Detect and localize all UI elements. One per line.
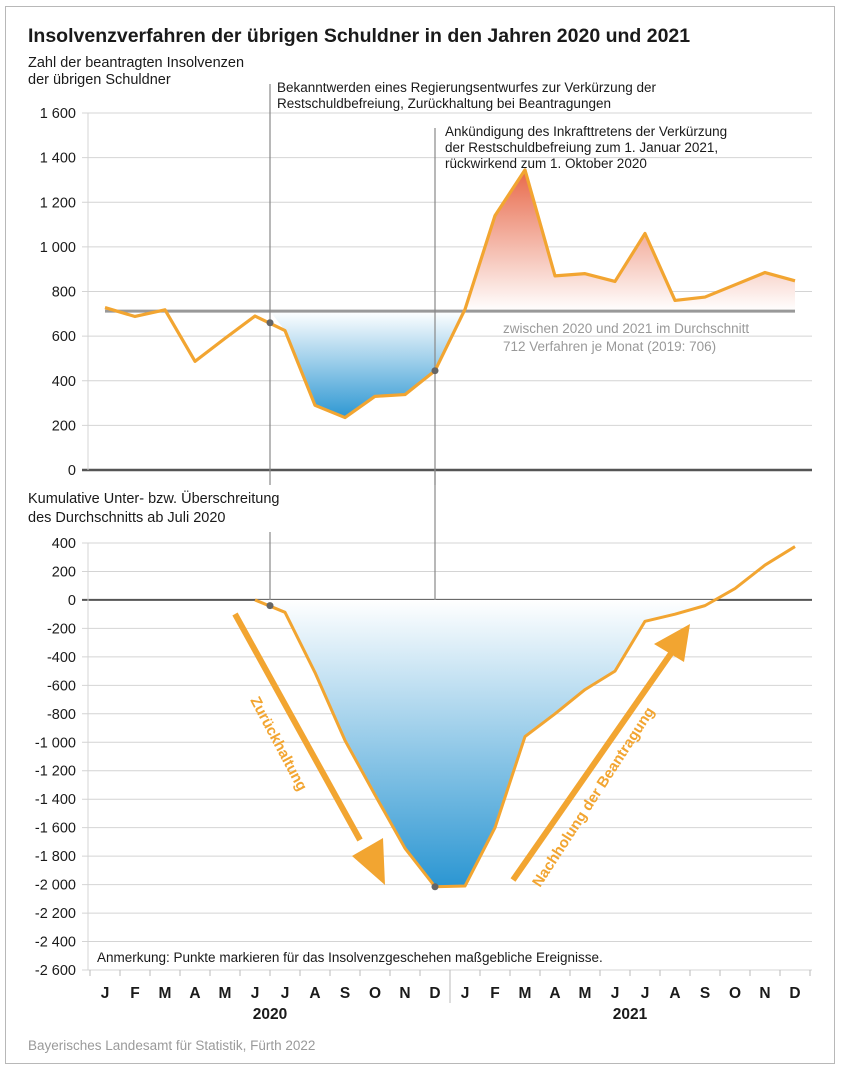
source: Bayerisches Landesamt für Statistik, Für… [28, 1038, 315, 1053]
event-marker [266, 319, 274, 327]
top-grid [82, 112, 812, 472]
month-label: M [159, 985, 172, 1002]
bottom-y-tick-label: -200 [47, 621, 76, 637]
bottom-y-tick-label: -400 [47, 650, 76, 666]
bottom-ylabel-line-1: Kumulative Unter- bzw. Überschreitung [28, 489, 279, 507]
month-label: N [759, 985, 770, 1002]
event-2-label-line-1: Ankündigung des Inkrafttretens der Verkü… [445, 124, 727, 139]
arrow-down-label: Zurückhaltung [246, 694, 310, 794]
bottom-ylabel-line-2: des Durchschnitts ab Juli 2020 [28, 510, 225, 526]
month-label: J [461, 985, 470, 1002]
top-y-tick-label: 1 200 [40, 195, 76, 211]
top-y-tick-label: 1 400 [40, 151, 76, 167]
event-1-label-line-1: Bekanntwerden eines Regierungsentwurfes … [277, 80, 656, 95]
average-note-line-2: 712 Verfahren je Monat (2019: 706) [503, 339, 716, 354]
bottom-y-tick-label: 400 [52, 536, 76, 552]
month-label: J [611, 985, 620, 1002]
chart-title: Insolvenzverfahren der übrigen Schuldner… [28, 25, 690, 47]
month-label: S [700, 985, 710, 1002]
above-average-area [105, 169, 795, 312]
top-y-tick-label: 800 [52, 285, 76, 301]
top-area-fill [105, 169, 795, 418]
month-label: J [101, 985, 110, 1002]
month-label: M [519, 985, 532, 1002]
month-label: A [549, 985, 560, 1002]
top-event-lines [269, 84, 436, 485]
month-label: N [399, 985, 410, 1002]
month-label: S [340, 985, 350, 1002]
bottom-y-tick-label: 0 [68, 593, 76, 609]
top-y-tick-label: 1 000 [40, 240, 76, 256]
arrow-down-shaft [232, 612, 363, 842]
event-marker [431, 367, 439, 375]
top-y-tick-label: 600 [52, 329, 76, 345]
below-average-area [270, 311, 795, 418]
average-note-line-1: zwischen 2020 und 2021 im Durchschnitt [503, 321, 749, 336]
bottom-y-tick-label: -1 200 [35, 764, 76, 780]
month-label: J [641, 985, 650, 1002]
month-label: M [579, 985, 592, 1002]
bottom-y-tick-label: -600 [47, 678, 76, 694]
bottom-y-tick-label: -1 800 [35, 849, 76, 865]
month-label: F [490, 985, 499, 1002]
bottom-y-tick-label: -1 000 [35, 735, 76, 751]
month-label: J [251, 985, 260, 1002]
arrow-down-head [352, 838, 385, 885]
chart-frame [5, 6, 835, 1064]
bottom-y-tick-label: -2 200 [35, 906, 76, 922]
top-ylabel-line-2: der übrigen Schuldner [28, 72, 171, 88]
bottom-points [254, 546, 796, 887]
bottom-y-tick-label: -1 400 [35, 792, 76, 808]
bottom-y-tick-label: -1 600 [35, 821, 76, 837]
event-marker [431, 883, 439, 891]
top-y-tick-label: 200 [52, 418, 76, 434]
bottom-y-ticks: 400 200 0 -200 -400 -600 -800 -1 000 -1 200 -1 40… [35, 536, 76, 979]
bottom-y-tick-label: -2 000 [35, 878, 76, 894]
arrow-up-head [654, 624, 690, 662]
top-ylabel-line-1: Zahl der beantragten Insolvenzen [28, 55, 244, 71]
arrow-up-label: Nachholung der Beantragung [529, 704, 658, 890]
month-label: F [130, 985, 139, 1002]
event-marker [266, 602, 274, 610]
bottom-y-tick-label: -800 [47, 707, 76, 723]
arrow-up-shaft [510, 650, 675, 882]
month-label: M [219, 985, 232, 1002]
event-1-label-line-2: Restschuldbefreiung, Zurückhaltung bei B… [277, 96, 611, 111]
bottom-area-fill [255, 599, 715, 887]
month-label: D [789, 985, 800, 1002]
bottom-y-tick-label: 200 [52, 564, 76, 580]
note: Anmerkung: Punkte markieren für das Inso… [97, 950, 603, 965]
top-event-markers [266, 319, 439, 375]
month-label: A [189, 985, 200, 1002]
month-label: D [429, 985, 440, 1002]
event-2-label-line-3: rückwirkend zum 1. Oktober 2020 [445, 156, 647, 171]
month-label: A [669, 985, 680, 1002]
event-2-label-line-2: der Restschuldbefreiung zum 1. Januar 20… [445, 140, 718, 155]
top-y-tick-label: 1 600 [40, 106, 76, 122]
top-y-tick-label: 0 [68, 463, 76, 479]
year-label-2021: 2021 [613, 1006, 648, 1023]
bottom-event-markers [266, 602, 439, 891]
month-label: O [729, 985, 741, 1002]
top-y-ticks: 0 200 400 600 800 1 000 1 200 1 400 1 600 [40, 106, 76, 479]
month-label: A [309, 985, 320, 1002]
month-label: J [281, 985, 290, 1002]
top-y-tick-label: 400 [52, 374, 76, 390]
top-series-line [104, 168, 796, 420]
month-label: O [369, 985, 381, 1002]
year-label-2020: 2020 [253, 1006, 287, 1023]
bottom-y-tick-label: -2 600 [35, 963, 76, 979]
bottom-y-tick-label: -2 400 [35, 935, 76, 951]
